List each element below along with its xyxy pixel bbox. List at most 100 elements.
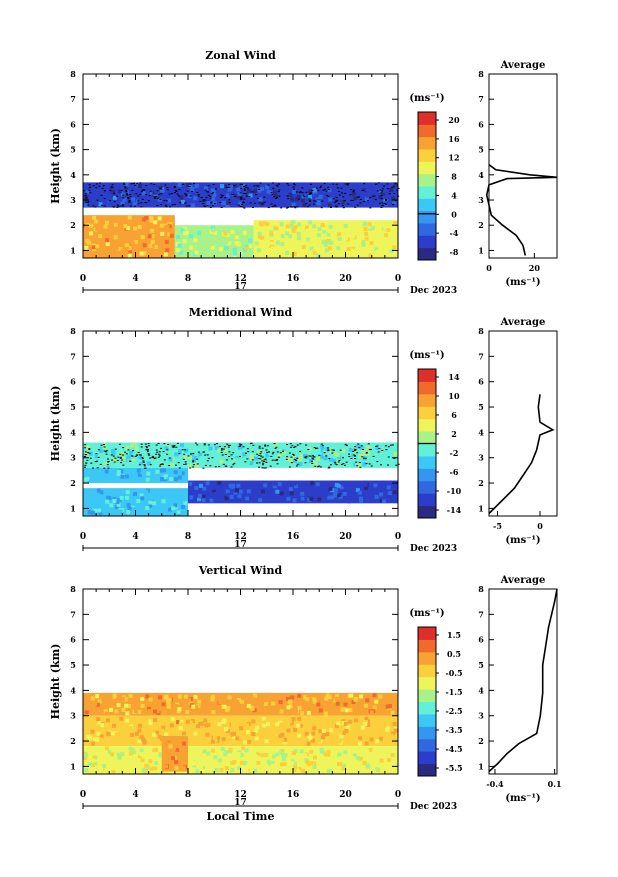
heatmap-cell (244, 723, 249, 728)
heatmap-cell (319, 186, 324, 191)
heatmap-cell (257, 450, 262, 455)
y-tick-label: 4 (70, 685, 76, 695)
heatmap-cell (223, 752, 228, 757)
heatmap-cell (209, 498, 214, 503)
colorbar-swatch (418, 418, 436, 432)
y-axis-label: Height (km) (49, 386, 62, 462)
contour-dot (257, 466, 260, 468)
contour-dot (258, 188, 261, 190)
heatmap-cell (353, 697, 358, 702)
heatmap-cell (161, 448, 166, 453)
colorbar-swatch (418, 664, 436, 678)
heatmap-cell (291, 751, 296, 756)
contour-dot (274, 459, 277, 461)
contour-dot (375, 183, 378, 185)
heatmap-cell (84, 768, 89, 773)
contour-dot (137, 200, 140, 202)
heatmap-cell (307, 498, 312, 503)
heatmap-cell (234, 488, 239, 493)
contour-dot (124, 186, 127, 188)
heatmap-cell (197, 497, 202, 502)
contour-dot (139, 193, 142, 195)
heatmap-cell (201, 494, 206, 499)
heatmap-cell (119, 734, 124, 739)
contour-dot (154, 457, 157, 459)
heatmap-cell (160, 728, 165, 733)
heatmap-cell (235, 732, 240, 737)
heatmap-cell (253, 729, 258, 734)
contour-dot (179, 202, 182, 204)
heatmap-cell (379, 499, 384, 504)
heatmap-cell (279, 491, 284, 496)
heatmap-cell (198, 722, 203, 727)
heatmap-cell (220, 746, 225, 751)
heatmap-cell (387, 704, 392, 709)
contour-dot (325, 190, 328, 192)
contour-dot (326, 447, 329, 449)
heatmap-cell (171, 449, 176, 454)
heatmap-cell (211, 494, 216, 499)
heatmap-cell (351, 490, 356, 495)
heatmap-cell (368, 253, 373, 258)
contour-dot (137, 195, 140, 197)
contour-dot (267, 207, 270, 209)
contour-dot (311, 462, 314, 464)
contour-dot (309, 455, 312, 457)
heatmap-cell (183, 694, 188, 699)
contour-dot (122, 204, 125, 206)
heatmap-cell (197, 699, 202, 704)
heatmap-cell (386, 757, 391, 762)
heatmap-cell (300, 711, 305, 716)
heatmap-cell (85, 190, 90, 195)
heatmap-cell (297, 693, 302, 698)
heatmap-cell (237, 494, 242, 499)
heatmap-cell (168, 457, 173, 462)
heatmap-cell (390, 701, 395, 706)
contour-dot (218, 466, 221, 468)
contour-dot (386, 188, 389, 190)
contour-dot (337, 190, 340, 192)
heatmap-cell (319, 754, 324, 759)
heatmap-cell (301, 245, 306, 250)
contour-dot (339, 449, 342, 451)
heatmap-cell (155, 730, 160, 735)
contour-dot (170, 193, 173, 195)
contour-dot (173, 185, 176, 187)
heatmap-cell (124, 703, 129, 708)
heatmap-cell (359, 707, 364, 712)
contour-dot (147, 200, 150, 202)
contour-dot (359, 466, 362, 468)
colorbar-tick-label: 12 (448, 153, 459, 163)
contour-dot (350, 199, 353, 201)
heatmap-cell (357, 463, 362, 468)
contour-dot (209, 206, 212, 208)
heatmap-cell (261, 716, 266, 721)
contour-dot (371, 195, 374, 197)
heatmap-cell (364, 197, 369, 202)
heatmap-cell (278, 700, 283, 705)
colorbar-tick-label: -8 (450, 247, 459, 257)
heatmap-cell (252, 693, 257, 698)
heatmap-cell (202, 486, 207, 491)
heatmap-cell (321, 732, 326, 737)
heatmap-cell (91, 758, 96, 763)
contour-dot (290, 206, 293, 208)
heatmap-cell (127, 246, 132, 251)
contour-dot (83, 190, 86, 192)
contour-dot (291, 445, 294, 447)
heatmap-cell (139, 748, 144, 753)
heatmap-cell (323, 752, 328, 757)
heatmap-cell (221, 737, 226, 742)
heatmap-cell (84, 203, 89, 208)
y-tick-label: 6 (70, 119, 76, 129)
heatmap-cell (382, 499, 387, 504)
heatmap-cell (139, 251, 144, 256)
heatmap-cell (185, 719, 190, 724)
heatmap-cell (341, 720, 346, 725)
colorbar-swatch (418, 161, 436, 175)
contour-dot (296, 457, 299, 459)
contour-dot (353, 450, 356, 452)
heatmap-cell (127, 253, 132, 258)
heatmap-cell (165, 248, 170, 253)
heatmap-cell (382, 195, 387, 200)
